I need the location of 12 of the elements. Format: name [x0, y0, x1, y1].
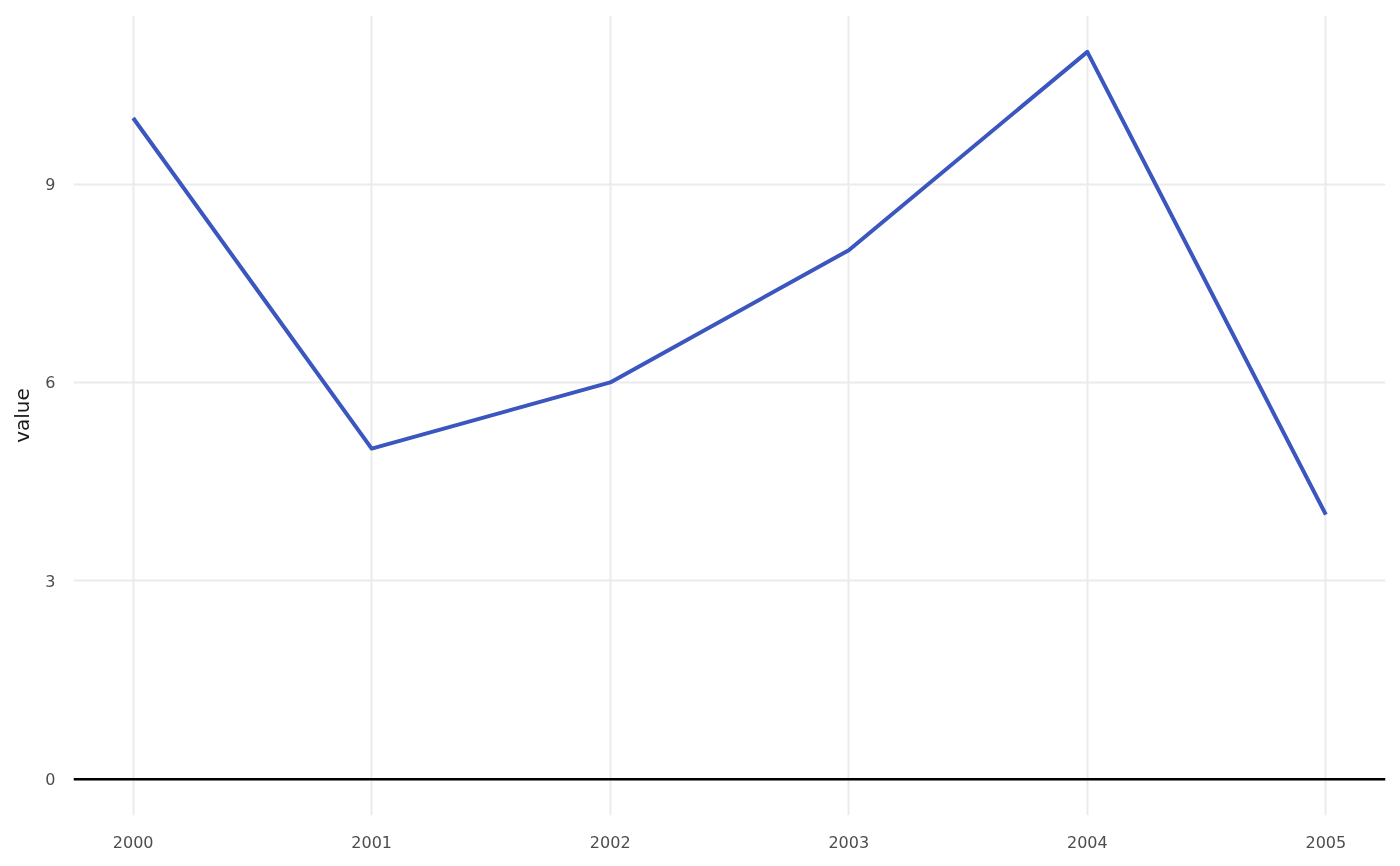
y-tick-label: 6 [45, 373, 56, 393]
x-tick-label: 2005 [1305, 832, 1347, 852]
x-tick-label: 2000 [112, 832, 154, 852]
x-tick-label: 2001 [351, 832, 393, 852]
y-tick-label: 0 [45, 770, 56, 790]
x-tick-label: 2003 [828, 832, 870, 852]
x-tick-label: 2004 [1066, 832, 1108, 852]
y-axis-title: value [10, 388, 35, 443]
y-tick-label: 3 [45, 571, 56, 591]
line-series [131, 49, 1328, 517]
y-tick-label: 9 [45, 175, 56, 195]
x-tick-label: 2002 [589, 832, 631, 852]
